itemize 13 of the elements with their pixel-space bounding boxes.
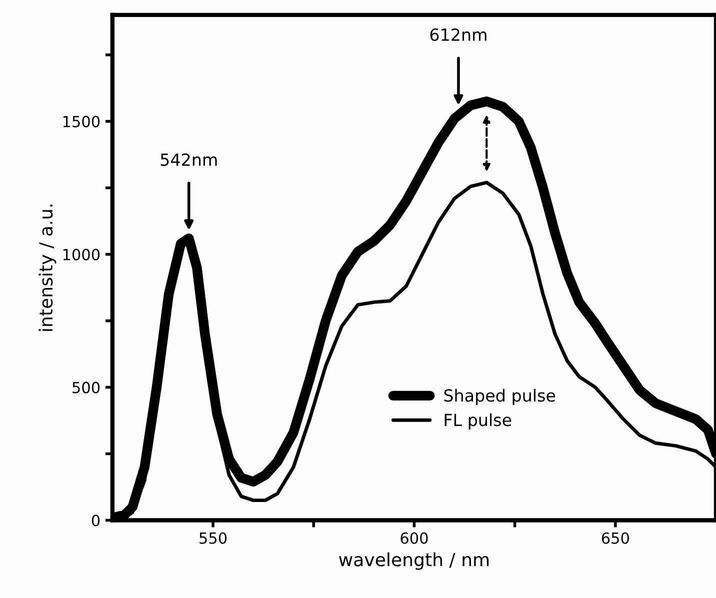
- y-axis-title: intensity / a.u.: [38, 204, 56, 331]
- x-tick-label: 550: [200, 532, 227, 544]
- legend-label: FL pulse: [444, 413, 512, 430]
- annotation: 542nm: [160, 153, 217, 166]
- y-tick-label: 0: [92, 514, 100, 526]
- x-tick-label: 600: [400, 532, 428, 544]
- legend-label: Shaped pulse: [444, 388, 556, 405]
- y-tick-label: 1000: [63, 248, 100, 260]
- y-tick-label: 500: [72, 382, 100, 394]
- annotation: 612nm: [430, 28, 486, 41]
- y-tick-label: 1500: [63, 116, 100, 128]
- x-tick-label: 650: [602, 532, 629, 544]
- x-axis-title: wavelength / nm: [339, 552, 489, 570]
